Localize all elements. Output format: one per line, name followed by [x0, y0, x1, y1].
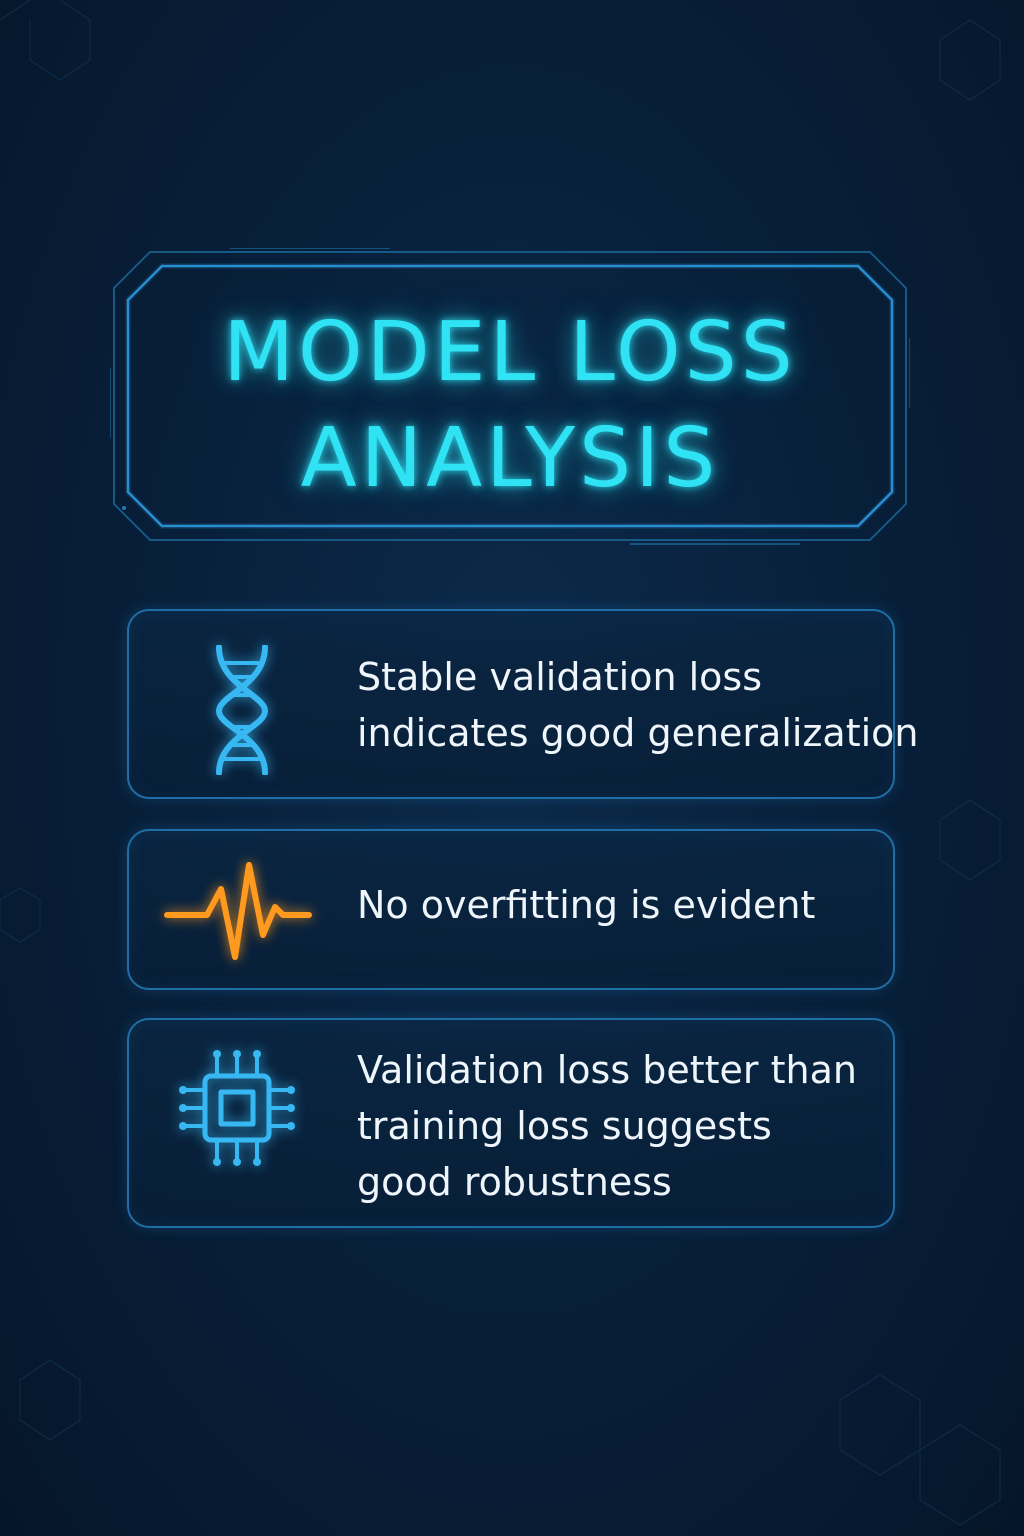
chip-icon — [173, 1044, 301, 1176]
card-text: No overfitting is evident — [357, 877, 885, 933]
heartbeat-icon — [163, 861, 313, 969]
card-text: Stable validation loss indicates good ge… — [357, 649, 919, 761]
insight-card-overfitting: No overfitting is evident — [127, 829, 895, 990]
insight-card-generalization: Stable validation loss indicates good ge… — [127, 609, 919, 799]
insight-card-robustness: Validation loss better than training los… — [127, 1018, 895, 1228]
title-line-1: MODEL LOSS — [223, 305, 797, 400]
card-line: Validation loss better than — [357, 1048, 857, 1092]
title-frame-border — [110, 248, 910, 545]
card-line: training loss suggests — [357, 1104, 772, 1148]
card-line: No overfitting is evident — [357, 883, 816, 927]
title-line-2: ANALYSIS — [300, 411, 720, 506]
title-panel: MODEL LOSS ANALYSIS — [110, 248, 910, 548]
card-line: Stable validation loss — [357, 655, 763, 699]
dna-icon — [169, 644, 317, 779]
card-text: Validation loss better than training los… — [357, 1042, 885, 1210]
card-line: good robustness — [357, 1160, 672, 1204]
page-title: MODEL LOSS ANALYSIS — [110, 300, 910, 512]
card-line: indicates good generalization — [357, 711, 919, 755]
